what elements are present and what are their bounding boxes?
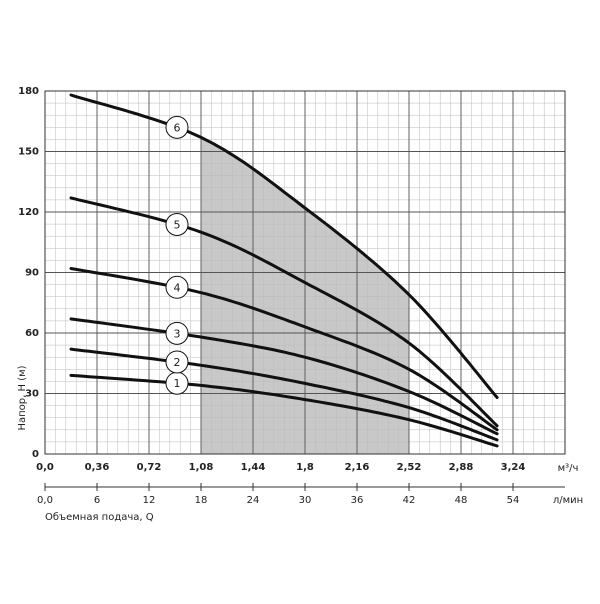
curve-label-circle: [165, 350, 189, 374]
x2-axis-label: Объемная подача, Q: [45, 512, 154, 523]
plot-border: [44, 90, 566, 455]
curve: [69, 347, 499, 442]
curve-label-circle: [165, 275, 189, 299]
x-tick-label: 2,16: [345, 462, 370, 473]
y-tick-label: 120: [18, 207, 39, 218]
x-tick-label: 2,52: [397, 462, 422, 473]
x2-tick-label: 48: [455, 495, 468, 506]
x2-tick-label: 18: [195, 495, 208, 506]
y-axis-label: Напор, H (м): [17, 365, 28, 430]
x-tick-label: 1,08: [189, 462, 214, 473]
curve: [69, 267, 499, 432]
curve: [69, 93, 499, 399]
x2-tick-label: 54: [507, 495, 520, 506]
x2-tick-label: 0,0: [37, 495, 53, 506]
x2-tick-label: 30: [299, 495, 312, 506]
x-tick-label: 2,88: [449, 462, 474, 473]
curve: [69, 196, 499, 428]
x2-tick-label: 42: [403, 495, 416, 506]
curve: [69, 317, 499, 436]
curve-label: 4: [174, 281, 181, 294]
x-tick-label: 1,8: [296, 462, 314, 473]
x-tick-label: 0,0: [36, 462, 54, 473]
curve-label-circle: [165, 212, 189, 236]
y-tick-label: 0: [32, 449, 39, 460]
curve-label: 6: [174, 121, 181, 134]
curve-label: 3: [174, 327, 181, 340]
y-tick-label: 90: [25, 268, 39, 279]
curve-label: 5: [174, 218, 181, 231]
curve-label: 2: [174, 356, 181, 369]
x2-tick-label: 36: [351, 495, 364, 506]
curve-label-circle: [165, 321, 189, 345]
y-tick-label: 60: [25, 328, 39, 339]
x2-unit: л/мин: [553, 495, 583, 506]
x2-tick-label: 6: [94, 495, 100, 506]
curve-label-circle: [165, 115, 189, 139]
curve: [69, 373, 499, 448]
y-tick-label: 180: [18, 86, 39, 97]
x2-tick-label: 24: [247, 495, 260, 506]
x-tick-label: 0,72: [137, 462, 162, 473]
x-tick-label: 0,36: [85, 462, 110, 473]
x2-tick-label: 12: [143, 495, 156, 506]
x-unit: м³/ч: [558, 463, 579, 474]
y-tick-label: 30: [25, 389, 39, 400]
y-tick-label: 150: [18, 147, 39, 158]
curve-label: 1: [174, 377, 181, 390]
x-tick-label: 1,44: [241, 462, 266, 473]
x-tick-label: 3,24: [501, 462, 526, 473]
